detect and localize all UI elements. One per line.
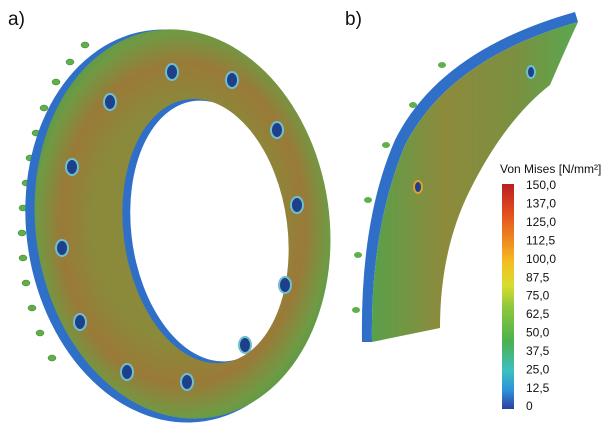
label-a: a) — [8, 9, 25, 30]
figure: a) b) Von Mises [N/mm²] 150,0 137,0 125,0 1… — [0, 0, 607, 423]
colorbar-tick-label: 37,5 — [526, 344, 550, 358]
colorbar-tick-label: 25,0 — [526, 362, 550, 376]
ring-a — [18, 29, 330, 422]
colorbar-tick-label: 112,5 — [526, 233, 555, 247]
colorbar-tick-label: 125,0 — [526, 215, 556, 229]
colorbar-tick-label: 50,0 — [526, 326, 550, 340]
colorbar-scale — [502, 184, 514, 409]
colorbar-tick-label: 75,0 — [526, 289, 550, 303]
colorbar-title: Von Mises [N/mm²] — [500, 162, 601, 176]
colorbar-tick-label: 87,5 — [526, 270, 550, 284]
colorbar-tick-label: 150,0 — [526, 178, 556, 192]
label-b: b) — [345, 9, 362, 30]
colorbar-tick-label: 100,0 — [526, 252, 556, 266]
colorbar-tick-label: 137,0 — [526, 197, 556, 211]
colorbar-tick-label: 62,5 — [526, 307, 550, 321]
colorbar-tick-label: 0 — [526, 399, 533, 413]
colorbar: Von Mises [N/mm²] 150,0 137,0 125,0 112,5 10… — [500, 162, 601, 413]
colorbar-tick-label: 12,5 — [526, 381, 550, 395]
